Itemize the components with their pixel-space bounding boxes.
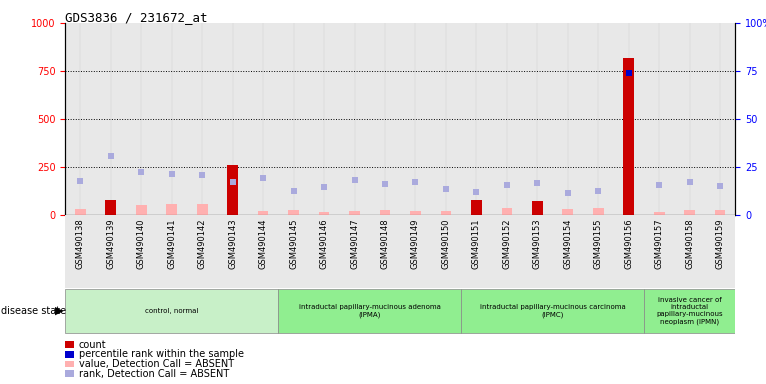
Text: GSM490149: GSM490149	[411, 219, 420, 269]
Bar	[197, 204, 208, 215]
Text: GSM490154: GSM490154	[563, 219, 572, 269]
Bar	[278, 289, 461, 333]
Text: GSM490142: GSM490142	[198, 219, 207, 269]
Bar	[410, 211, 421, 215]
Text: value, Detection Call = ABSENT: value, Detection Call = ABSENT	[79, 359, 234, 369]
Text: count: count	[79, 340, 106, 350]
Bar	[502, 208, 512, 215]
Text: GSM490145: GSM490145	[289, 219, 298, 269]
Text: GSM490156: GSM490156	[624, 219, 633, 269]
Bar	[532, 200, 542, 215]
Text: GSM490144: GSM490144	[259, 219, 267, 269]
Text: disease state: disease state	[1, 306, 66, 316]
Bar	[75, 209, 86, 215]
Bar	[654, 212, 665, 215]
Text: intraductal papillary-mucinous adenoma
(IPMA): intraductal papillary-mucinous adenoma (…	[299, 304, 440, 318]
Bar	[644, 289, 735, 333]
Text: GSM490141: GSM490141	[167, 219, 176, 269]
Text: GSM490147: GSM490147	[350, 219, 359, 269]
Bar	[461, 289, 644, 333]
Text: rank, Detection Call = ABSENT: rank, Detection Call = ABSENT	[79, 369, 229, 379]
Text: GSM490143: GSM490143	[228, 219, 237, 269]
Text: GSM490148: GSM490148	[381, 219, 389, 269]
Bar	[65, 289, 278, 333]
Text: GSM490151: GSM490151	[472, 219, 481, 269]
Text: GSM490153: GSM490153	[533, 219, 542, 269]
Text: GSM490155: GSM490155	[594, 219, 603, 269]
Bar	[624, 58, 634, 215]
Text: GSM490152: GSM490152	[502, 219, 512, 269]
Text: intraductal papillary-mucinous carcinoma
(IPMC): intraductal papillary-mucinous carcinoma…	[480, 304, 626, 318]
Bar	[684, 210, 695, 215]
Text: invasive cancer of
intraductal
papillary-mucinous
neoplasm (IPMN): invasive cancer of intraductal papillary…	[656, 297, 723, 325]
Text: GSM490157: GSM490157	[655, 219, 663, 269]
Text: GDS3836 / 231672_at: GDS3836 / 231672_at	[65, 12, 208, 25]
Bar	[380, 210, 391, 215]
Text: GSM490158: GSM490158	[685, 219, 694, 269]
Bar	[319, 212, 329, 215]
Bar	[258, 211, 268, 215]
Text: GSM490159: GSM490159	[715, 219, 725, 269]
Text: GSM490138: GSM490138	[76, 219, 85, 270]
Text: GSM490139: GSM490139	[106, 219, 116, 269]
Bar	[288, 210, 299, 215]
Bar	[349, 211, 360, 215]
Bar	[562, 209, 573, 215]
Bar	[228, 165, 238, 215]
Text: control, normal: control, normal	[145, 308, 198, 314]
Text: GSM490140: GSM490140	[137, 219, 146, 269]
Bar	[106, 200, 116, 215]
Bar	[166, 204, 177, 215]
Bar	[715, 210, 725, 215]
Bar	[471, 200, 482, 215]
Text: ▶: ▶	[55, 306, 64, 316]
Text: GSM490146: GSM490146	[319, 219, 329, 269]
Bar	[593, 208, 604, 215]
Text: percentile rank within the sample: percentile rank within the sample	[79, 349, 244, 359]
Bar	[136, 205, 146, 215]
Text: GSM490150: GSM490150	[441, 219, 450, 269]
Bar	[440, 211, 451, 215]
